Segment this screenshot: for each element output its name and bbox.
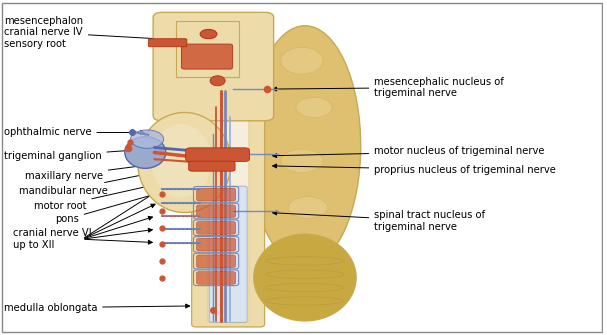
FancyBboxPatch shape: [148, 39, 187, 47]
FancyBboxPatch shape: [197, 188, 236, 201]
FancyBboxPatch shape: [181, 44, 232, 69]
Text: pons: pons: [55, 188, 175, 224]
Ellipse shape: [151, 124, 212, 198]
Text: proprius nucleus of trigeminal nerve: proprius nucleus of trigeminal nerve: [273, 164, 556, 175]
Ellipse shape: [249, 26, 361, 266]
Ellipse shape: [200, 29, 217, 39]
FancyBboxPatch shape: [186, 148, 249, 161]
FancyBboxPatch shape: [153, 12, 274, 121]
Ellipse shape: [254, 234, 356, 321]
Text: medulla oblongata: medulla oblongata: [4, 303, 189, 313]
FancyBboxPatch shape: [197, 238, 236, 251]
Text: spinal tract nucleus of
trigeminal nerve: spinal tract nucleus of trigeminal nerve: [273, 210, 486, 232]
Ellipse shape: [125, 137, 166, 168]
FancyBboxPatch shape: [197, 205, 236, 217]
FancyBboxPatch shape: [197, 255, 236, 268]
Text: mesencephalon
cranial nerve IV
sensory root: mesencephalon cranial nerve IV sensory r…: [4, 16, 188, 49]
Text: motor root: motor root: [34, 182, 161, 211]
Ellipse shape: [296, 97, 332, 118]
Ellipse shape: [210, 76, 225, 86]
FancyBboxPatch shape: [192, 88, 265, 327]
Ellipse shape: [131, 130, 164, 148]
Ellipse shape: [288, 197, 328, 218]
Ellipse shape: [138, 113, 231, 212]
Text: maxillary nerve: maxillary nerve: [25, 163, 151, 181]
FancyBboxPatch shape: [209, 186, 247, 322]
Ellipse shape: [281, 149, 323, 173]
Text: mandibular nerve: mandibular nerve: [19, 172, 151, 196]
FancyBboxPatch shape: [189, 161, 235, 171]
FancyBboxPatch shape: [197, 272, 236, 284]
Text: trigeminal ganglion: trigeminal ganglion: [4, 148, 144, 161]
FancyBboxPatch shape: [197, 221, 236, 234]
Text: cranial nerve VI
up to XII: cranial nerve VI up to XII: [13, 228, 92, 250]
Text: motor nucleus of trigeminal nerve: motor nucleus of trigeminal nerve: [273, 146, 544, 157]
FancyBboxPatch shape: [208, 93, 249, 322]
Ellipse shape: [281, 245, 317, 263]
Text: ophthalmic nerve: ophthalmic nerve: [4, 128, 144, 137]
Ellipse shape: [281, 47, 323, 74]
Text: mesencephalic nucleus of
trigeminal nerve: mesencephalic nucleus of trigeminal nerv…: [273, 77, 504, 98]
